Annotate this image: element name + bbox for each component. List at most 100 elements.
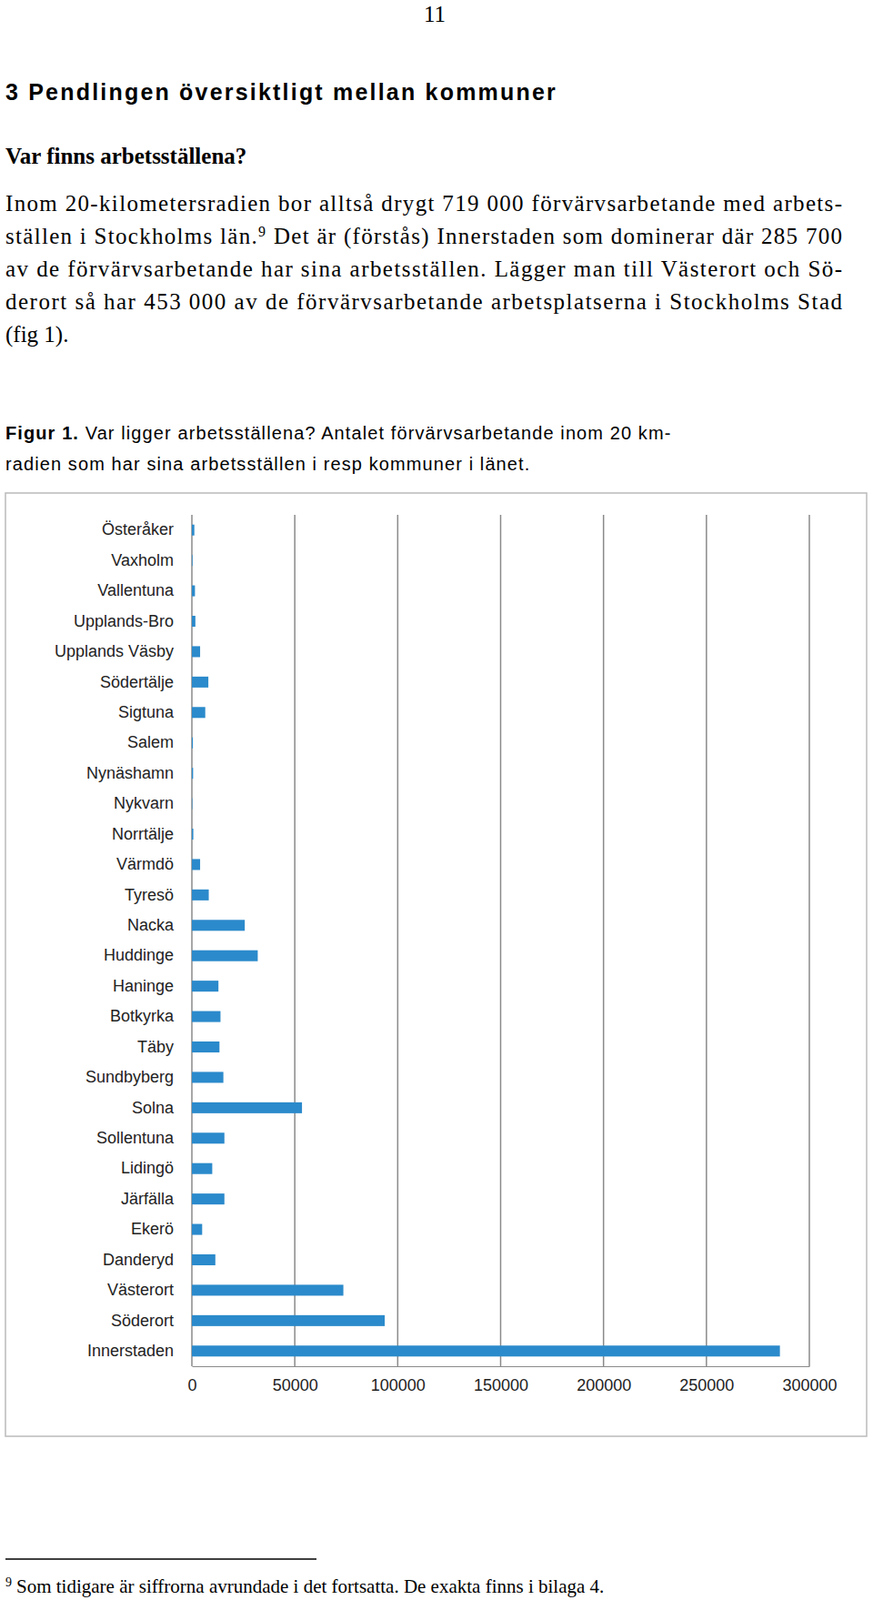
- paragraph-line: (fig 1).: [5, 321, 69, 348]
- y-tick: Västerort: [107, 1280, 192, 1299]
- y-tick: Söderort: [110, 1311, 192, 1330]
- grid-line: [602, 514, 605, 1366]
- y-tick-label: Botkyrka: [110, 1006, 175, 1025]
- y-tick-label: Sollentuna: [96, 1128, 175, 1147]
- chart-frame: [5, 492, 867, 1436]
- y-tick: Ekerö: [130, 1219, 192, 1238]
- bar: [191, 1132, 225, 1144]
- y-tick-label: Haninge: [112, 976, 174, 995]
- y-tick-label: Söderort: [110, 1311, 174, 1330]
- y-tick-label: Lidingö: [120, 1158, 174, 1177]
- caption-line: radien som har sina arbetsställen i resp…: [5, 453, 531, 474]
- y-tick-label: Danderyd: [102, 1250, 174, 1269]
- y-tick-label: Vallentuna: [97, 581, 175, 600]
- page-number: 11: [423, 1, 446, 27]
- y-tick-label: Huddinge: [103, 945, 174, 964]
- x-tick: 0: [187, 1365, 197, 1395]
- paragraph-line: ställen i Stockholms län.9 Det är (först…: [5, 223, 843, 251]
- x-axis-line: [192, 1365, 811, 1367]
- x-tick: 200000: [576, 1365, 632, 1395]
- y-tick-label: Upplands Väsby: [54, 642, 174, 661]
- paragraph-text: derort så har 453 000 av de förvärvsarbe…: [5, 289, 843, 314]
- bar: [191, 554, 193, 566]
- y-tick-label: Järfälla: [120, 1189, 175, 1208]
- y-tick-label: Salem: [127, 732, 174, 752]
- y-tick: Solna: [131, 1098, 192, 1117]
- bar: [191, 1011, 221, 1023]
- y-tick-label: Västerort: [107, 1280, 174, 1299]
- bar: [191, 585, 195, 597]
- y-tick: Lidingö: [120, 1158, 192, 1177]
- bar: [191, 1224, 202, 1235]
- y-tick: Södertälje: [100, 672, 192, 692]
- y-tick: Upplands-Bro: [73, 612, 192, 631]
- caption-label: Figur 1.: [5, 422, 80, 443]
- paragraph-line: av de förvärvsarbetande har sina arbetss…: [5, 256, 843, 281]
- footnote-text: Som tidigare är siffrorna avrundade i de…: [16, 1575, 604, 1597]
- caption-text: Var ligger arbetsställena? Antalet förvä…: [79, 422, 672, 443]
- y-tick-label: Österåker: [101, 520, 174, 539]
- y-tick: Österåker: [101, 520, 192, 539]
- x-tick-label: 100000: [371, 1375, 426, 1395]
- bar: [191, 798, 193, 810]
- y-tick: Norrtälje: [111, 824, 192, 843]
- x-tick-label: 50000: [272, 1375, 319, 1395]
- y-tick: Täby: [137, 1037, 192, 1056]
- bar: [191, 1193, 225, 1205]
- y-tick: Innerstaden: [87, 1341, 192, 1360]
- paragraph-text: ställen i Stockholms län.: [5, 223, 258, 249]
- bar: [191, 1284, 344, 1295]
- y-tick: Sigtuna: [118, 702, 192, 722]
- bar: [191, 1314, 385, 1326]
- x-tick-label: 250000: [679, 1375, 734, 1395]
- bar: [191, 1344, 781, 1356]
- paragraph-text: (fig 1).: [5, 321, 69, 348]
- y-tick: Nynäshamn: [86, 763, 192, 783]
- y-tick: Upplands Väsby: [54, 642, 192, 661]
- bar: [191, 676, 209, 688]
- paragraph-text: Det är (förstås) Innerstaden som dominer…: [266, 223, 843, 250]
- y-tick-label: Vaxholm: [110, 551, 174, 570]
- bar: [191, 645, 201, 657]
- bar: [191, 889, 210, 901]
- bar: [191, 980, 219, 992]
- footnote: 9Som tidigare är siffrorna avrundade i d…: [5, 1575, 604, 1598]
- bar: [191, 950, 258, 962]
- bar: [191, 767, 193, 779]
- bar: [191, 1254, 216, 1265]
- y-tick-label: Tyresö: [124, 885, 174, 904]
- y-tick-label: Ekerö: [130, 1219, 174, 1238]
- y-tick-label: Nynäshamn: [86, 763, 174, 783]
- bar: [191, 1071, 224, 1083]
- x-tick-label: 200000: [576, 1375, 632, 1395]
- bar: [191, 828, 194, 840]
- bar: [191, 706, 206, 718]
- bar: [191, 919, 245, 931]
- y-tick: Sundbyberg: [85, 1067, 192, 1086]
- footnote-rule: [5, 1557, 317, 1560]
- y-tick: Vaxholm: [110, 551, 192, 570]
- y-tick-label: Sigtuna: [118, 702, 175, 722]
- y-axis-line: [191, 515, 193, 1367]
- y-tick: Huddinge: [103, 945, 192, 964]
- y-tick: Haninge: [112, 976, 192, 995]
- grid-line: [190, 514, 193, 1366]
- bars: [191, 524, 781, 1357]
- y-tick: Tyresö: [124, 885, 192, 904]
- bar: [191, 858, 201, 870]
- x-tick: 50000: [272, 1365, 319, 1395]
- grid-line: [808, 514, 811, 1366]
- bar: [191, 1102, 302, 1114]
- x-tick-label: 300000: [782, 1375, 837, 1395]
- y-tick: Värmdö: [116, 854, 192, 873]
- subheading: Var finns arbetsställena?: [5, 143, 247, 169]
- y-tick-label: Nykvarn: [113, 793, 174, 813]
- x-tick: 300000: [782, 1365, 837, 1395]
- y-tick-label: Sundbyberg: [85, 1067, 174, 1086]
- grid-line: [705, 514, 708, 1366]
- bar: [191, 524, 195, 536]
- x-tick: 150000: [473, 1365, 529, 1395]
- y-axis: Österåker Vaxholm Vallentuna Upplands-Bro Up…: [54, 515, 193, 1367]
- grid: [191, 514, 810, 1366]
- y-tick-label: Solna: [131, 1098, 175, 1117]
